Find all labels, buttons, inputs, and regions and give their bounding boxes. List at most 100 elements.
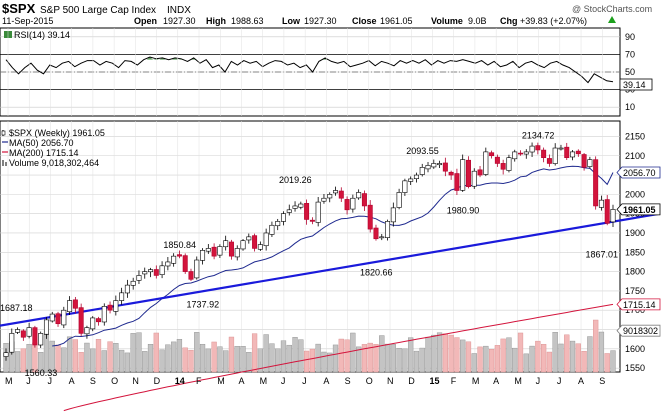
candle-body: [529, 145, 535, 153]
candle-body: [298, 203, 304, 208]
volume-bar: [38, 352, 44, 373]
candle-body: [32, 327, 38, 346]
x-tick-label: D: [154, 376, 161, 386]
price-tick-label: 2150: [625, 131, 645, 141]
volume-bar: [390, 344, 396, 373]
volume-bar: [234, 346, 240, 373]
x-tick-label: J: [557, 376, 562, 386]
candle-body: [61, 309, 67, 326]
volume-bar: [419, 347, 425, 373]
x-tick-label: J: [281, 376, 286, 386]
candle-body: [442, 162, 448, 172]
candle-body: [546, 158, 552, 164]
volume-value: 9.0B: [468, 16, 487, 26]
chg-label: Chg: [500, 16, 518, 26]
candle-body: [564, 146, 570, 158]
volume-bar: [101, 350, 107, 373]
candle-body: [309, 219, 315, 222]
candle-body: [315, 201, 321, 223]
candle-body: [431, 163, 437, 168]
rsi-tick-label: 10: [625, 102, 635, 112]
rsi-current-tag-label: 39.14: [623, 80, 646, 90]
volume-bar: [483, 345, 489, 373]
ma200-line: [63, 303, 614, 412]
candle-body: [419, 167, 425, 175]
x-tick-label: N: [132, 376, 139, 386]
x-tick-label: M: [514, 376, 522, 386]
x-tick-label: S: [345, 376, 351, 386]
price-annotation: 2019.26: [279, 175, 312, 185]
open-value: 1927.30: [163, 16, 196, 26]
volume-bar: [147, 344, 154, 373]
price-tick-label: 1900: [625, 228, 645, 238]
rsi-current-tag: [619, 78, 653, 91]
legend-volume: Volume 9,018,302,464: [9, 158, 99, 168]
candle-body: [148, 269, 154, 273]
volume-bar: [153, 332, 159, 373]
legend-volume-icon: [2, 160, 4, 166]
price-tag-ma200: 1715.14: [623, 300, 656, 310]
x-tick-label: D: [408, 376, 415, 386]
legend-candle-body: [1, 130, 6, 136]
volume-bar: [436, 332, 443, 373]
volume-bar: [408, 337, 414, 373]
candle-body: [327, 194, 333, 199]
candle-body: [124, 284, 130, 294]
x-tick-label: O: [111, 376, 118, 386]
candle-body: [581, 154, 587, 168]
volume-bar: [442, 333, 448, 373]
volume-bar: [309, 348, 316, 373]
candle-body: [361, 193, 367, 207]
volume-bar: [356, 346, 362, 373]
volume-bar: [257, 348, 263, 373]
close-value: 1961.05: [380, 16, 413, 26]
candle-body: [408, 178, 414, 182]
legend-volume-icon-b: [5, 162, 7, 166]
volume-bar: [448, 334, 454, 373]
candle-body: [176, 254, 182, 257]
candle-body: [217, 246, 223, 256]
rsi-tick-label: 70: [625, 49, 635, 59]
candle-body: [338, 190, 344, 199]
candle-body: [257, 244, 263, 250]
candle-body: [252, 235, 258, 249]
volume-bar: [338, 338, 344, 373]
candle-body: [413, 174, 419, 180]
volume-label: Volume: [431, 16, 463, 26]
x-tick-label: O: [366, 376, 373, 386]
volume-bar: [205, 348, 211, 373]
volume-bar: [20, 348, 26, 373]
candle-body: [43, 319, 49, 335]
volume-bar: [361, 344, 368, 373]
candle-body: [136, 275, 142, 281]
price-annotation: 1560.33: [25, 368, 58, 378]
price-tick-label: 2000: [625, 189, 645, 199]
candle-body: [437, 163, 443, 166]
volume-bar: [454, 337, 460, 373]
volume-bar: [223, 350, 229, 373]
volume-bar: [263, 334, 269, 373]
price-tick-label: 2100: [625, 151, 645, 161]
candle-body: [119, 292, 125, 301]
volume-bar: [286, 344, 292, 373]
close-label: Close: [352, 16, 377, 26]
x-tick-label: A: [493, 376, 499, 386]
volume-bar: [43, 334, 50, 373]
candle-body: [84, 327, 90, 335]
candle-body: [240, 240, 246, 250]
x-tick-label: J: [302, 376, 307, 386]
rsi-tick-label: 50: [625, 67, 635, 77]
x-tick-label: S: [90, 376, 96, 386]
candle-body: [234, 248, 240, 258]
index-name: S&P 500 Large Cap Index: [40, 5, 156, 16]
price-annotation: 1850.84: [163, 240, 196, 250]
candle-body: [246, 236, 252, 241]
candle-body: [598, 199, 604, 208]
volume-bar: [344, 339, 350, 373]
volume-bar: [124, 352, 131, 373]
volume-bar: [84, 342, 90, 373]
volume-bar: [569, 340, 576, 373]
volume-bar: [280, 340, 287, 373]
candle-body: [454, 173, 460, 191]
